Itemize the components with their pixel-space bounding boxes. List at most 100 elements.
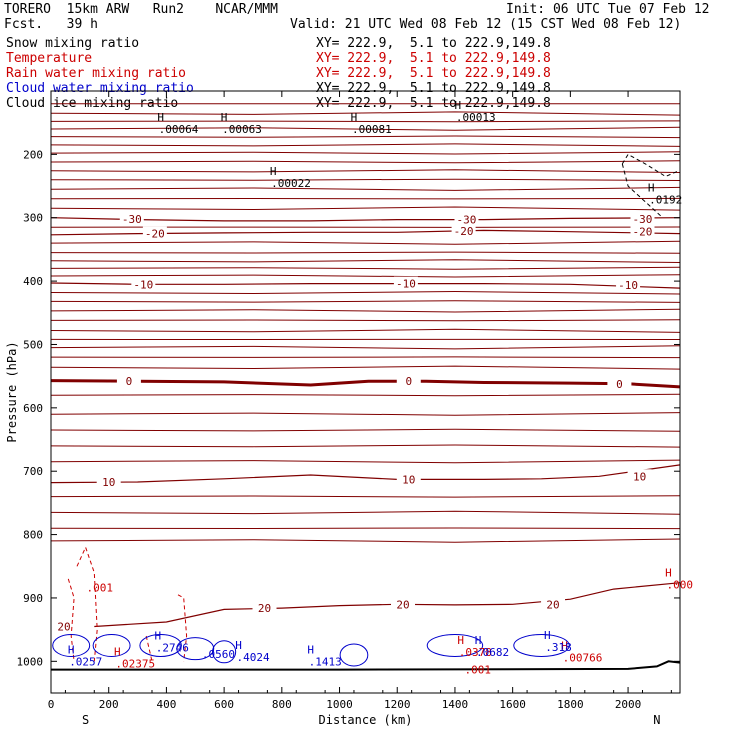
x-tick-label: 1400 (442, 698, 469, 711)
isotherm-label: 20 (546, 598, 559, 611)
isotherm-label: 0 (405, 375, 412, 388)
isotherm-line (50, 151, 681, 155)
isotherm-label: 10 (633, 470, 646, 483)
plot-frame (50, 90, 681, 694)
cloud-water-max-value: .0560 (202, 648, 235, 661)
y-tick-label: 300 (23, 212, 43, 225)
legend-field-xy: XY= 222.9, 5.1 to 222.9,149.8 (316, 81, 551, 96)
x-tick-label: 400 (156, 698, 176, 711)
rain-max-value: .001 (464, 664, 491, 677)
isotherm-line (50, 495, 681, 498)
snow-max-value: .00081 (352, 123, 392, 136)
isotherm-label: -30 (122, 213, 142, 226)
snow-max-marker: H (455, 99, 462, 112)
rain-max-marker: H (561, 640, 568, 653)
x-tick-label: 800 (272, 698, 292, 711)
legend-field-xy: XY= 222.9, 5.1 to 222.9,149.8 (316, 36, 551, 51)
x-tick-label: 1000 (326, 698, 353, 711)
isotherm-line (50, 259, 681, 263)
legend-field-name: Temperature (6, 51, 93, 66)
y-tick-label: 1000 (17, 655, 44, 668)
isotherm-label-bg (51, 619, 76, 632)
isotherm-label-bg (116, 374, 141, 387)
snow-max-value: .00022 (271, 177, 311, 190)
cloud-water-max-value: .0257 (69, 655, 102, 668)
isotherm-label: 0 (126, 375, 133, 388)
snow-max-marker: H (157, 111, 164, 124)
snow-contour (621, 153, 681, 178)
cloud-water-max-marker: H (154, 629, 161, 642)
x-tick-label: 1800 (557, 698, 584, 711)
model-title: TORERO 15km ARW Run2 NCAR/MMM (4, 2, 278, 17)
snow-max-value: .00064 (159, 123, 199, 136)
isotherm-label-bg (131, 277, 156, 290)
isotherm-label: -30 (457, 214, 477, 227)
snow-max-marker: H (270, 165, 277, 178)
forecast-hour: Fcst. 39 h (4, 17, 98, 32)
isotherm-line (50, 290, 681, 295)
init-time: Init: 06 UTC Tue 07 Feb 12 (506, 2, 710, 17)
isotherm-line (50, 135, 681, 139)
cloud-water-max-marker: H (544, 629, 551, 642)
cloud-water-contour (92, 633, 131, 657)
snow-max-value: .0192 (649, 193, 682, 206)
snow-max-value: .00063 (222, 123, 262, 136)
valid-time: Valid: 21 UTC Wed 08 Feb 12 (15 CST Wed … (290, 17, 682, 32)
isotherm-line (50, 300, 681, 303)
cloud-water-contour (513, 633, 570, 657)
isotherm-line (50, 538, 681, 543)
cloud-water-contour (212, 640, 237, 664)
y-tick-label: 500 (23, 338, 43, 351)
isotherm-line (50, 240, 681, 245)
cloud-water-contour (339, 643, 369, 667)
isotherm-label: 20 (57, 620, 70, 633)
isotherm-line (50, 444, 681, 448)
cloud-water-max-marker: H (307, 643, 314, 656)
isotherm-20 (94, 582, 681, 628)
isotherm-label: -10 (618, 279, 638, 292)
rain-max-value: .00766 (563, 652, 603, 665)
isotherm-line (50, 510, 681, 515)
cloud-water-max-marker: H (235, 639, 242, 652)
isotherm-line (50, 143, 681, 147)
isotherm-label-bg (451, 224, 476, 237)
isotherm-line (50, 459, 681, 464)
isotherm-label-bg (607, 376, 632, 389)
y-tick-label: 200 (23, 148, 43, 161)
isotherm-label: -20 (633, 226, 653, 239)
isotherm-line (50, 160, 681, 164)
isotherm-label-bg (396, 472, 421, 485)
cloud-water-max-value: .1413 (309, 655, 342, 668)
isotherm--30 (50, 217, 681, 222)
isotherm-label-bg (252, 601, 277, 614)
isotherm-line (50, 197, 681, 200)
y-axis-label: Pressure (hPa) (5, 341, 19, 442)
snow-max-marker: H (221, 111, 228, 124)
isotherm-line (50, 126, 681, 131)
x-tick-label: 0 (48, 698, 55, 711)
isotherm-line (50, 111, 681, 116)
isotherm-line (50, 178, 681, 181)
y-tick-label: 600 (23, 402, 43, 415)
isotherm-label: -20 (454, 225, 474, 238)
isotherm-line (50, 345, 681, 350)
snow-max-marker: H (351, 111, 358, 124)
isotherm-line (50, 266, 681, 270)
legend-field-name: Rain water mixing ratio (6, 66, 187, 81)
x-tick-label: 1600 (499, 698, 526, 711)
rain-max-value: .02375 (115, 657, 155, 670)
rain-contour (67, 578, 75, 662)
cloud-water-max-marker: H (68, 643, 75, 656)
isotherm-line (50, 393, 681, 397)
isotherm-label: 20 (258, 602, 271, 615)
isotherm-line (50, 319, 681, 322)
cloud-water-max-value: .0682 (476, 646, 509, 659)
terrain-surface (51, 660, 681, 671)
snow-max-value: .00013 (456, 111, 496, 124)
cloud-water-max-value: .4024 (237, 651, 270, 664)
isotherm-label-bg (630, 224, 655, 237)
rain-max-value: .001 (87, 581, 114, 594)
snow-max-marker: H (648, 181, 655, 194)
isotherm-label-bg (454, 212, 479, 225)
